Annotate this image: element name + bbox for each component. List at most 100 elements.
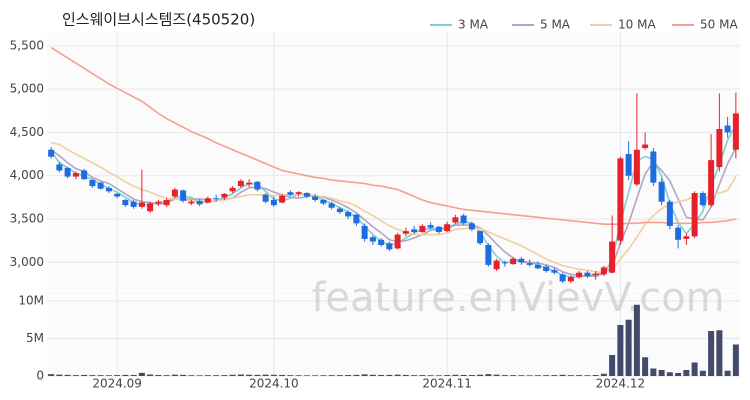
x-tick-label: 2024.11 — [422, 377, 472, 391]
volume-bar — [180, 374, 187, 376]
volume-bar — [303, 375, 310, 376]
volume-bar — [650, 368, 657, 376]
candle-body — [543, 266, 550, 271]
candle-body — [163, 199, 170, 206]
volume-bar — [295, 375, 302, 376]
volume-bar — [477, 374, 484, 376]
volume-bar — [155, 375, 162, 376]
volume-bar — [171, 374, 178, 376]
volume-bar — [204, 375, 211, 376]
volume-bar — [427, 375, 434, 376]
candle-body — [196, 200, 203, 205]
volume-bar — [353, 374, 360, 376]
volume-bar — [526, 375, 533, 376]
volume-bar — [105, 375, 112, 376]
candle-body — [675, 227, 682, 240]
candle-body — [708, 160, 715, 206]
volume-bar — [254, 374, 261, 376]
candle-body — [361, 225, 368, 239]
candle-body — [658, 181, 665, 202]
candle-body — [262, 194, 269, 202]
candle-body — [147, 203, 154, 212]
volume-bar — [625, 319, 632, 376]
candle-body — [452, 217, 459, 223]
volume-bar — [237, 374, 244, 376]
volume-bar — [56, 374, 63, 376]
candle-body — [510, 258, 517, 265]
volume-bar — [336, 375, 343, 376]
volume-bar — [633, 304, 640, 376]
candle-body — [97, 182, 104, 189]
candle-body — [526, 263, 533, 265]
y-tick-label: 5M — [26, 331, 44, 345]
volume-bar — [576, 375, 583, 376]
volume-bar — [394, 374, 401, 376]
candle-body — [270, 199, 277, 206]
volume-bar — [642, 357, 649, 376]
candle-body — [419, 225, 426, 232]
volume-bar — [543, 375, 550, 376]
candle-body — [279, 195, 286, 203]
candle-body — [716, 128, 723, 168]
volume-bar — [188, 375, 195, 376]
volume-panel — [47, 292, 740, 376]
volume-bar — [386, 374, 393, 376]
legend-label: 3 MA — [458, 18, 489, 32]
volume-bar — [163, 375, 170, 376]
volume-bar — [468, 375, 475, 376]
volume-bar — [279, 374, 286, 376]
candle-body — [130, 201, 137, 207]
volume-bar — [246, 374, 253, 376]
volume-bar — [89, 375, 96, 376]
price-panel — [47, 32, 740, 290]
candle-body — [485, 244, 492, 265]
volume-bar — [485, 374, 492, 376]
y-tick-label: 5,000 — [10, 82, 44, 96]
volume-bar — [411, 375, 418, 376]
candle-body — [287, 192, 294, 195]
volume-bar — [312, 375, 319, 376]
candle-body — [204, 198, 211, 203]
volume-bar — [138, 372, 145, 376]
candle-body — [394, 234, 401, 249]
candle-body — [254, 181, 261, 190]
candle-body — [435, 226, 442, 232]
x-tick-label: 2024.12 — [596, 377, 646, 391]
volume-bar — [716, 330, 723, 376]
candle-body — [559, 274, 566, 282]
candle-body — [378, 239, 385, 245]
candle-body — [122, 199, 129, 206]
candle-body — [576, 272, 583, 278]
candle-body — [229, 187, 236, 192]
candle-body — [518, 258, 525, 263]
candle-body — [460, 215, 467, 224]
candle-body — [188, 201, 195, 204]
volume-bar — [551, 375, 558, 376]
volume-bar — [130, 375, 137, 376]
volume-bar — [460, 374, 467, 376]
volume-bar — [683, 370, 690, 376]
candle-body — [328, 203, 335, 208]
volume-bar — [402, 374, 409, 376]
volume-bar — [114, 375, 121, 376]
candle-body — [444, 224, 451, 232]
volume-bar — [287, 375, 294, 376]
candle-body — [609, 241, 616, 273]
volume-bar — [97, 375, 104, 376]
volume-bar — [732, 344, 739, 376]
candle-body — [303, 193, 310, 197]
volume-bar — [501, 375, 508, 376]
candle-body — [64, 167, 71, 177]
candle-body — [592, 273, 599, 276]
volume-bar — [419, 375, 426, 376]
volume-bar — [658, 370, 665, 376]
candle-body — [625, 154, 632, 176]
volume-bar — [122, 374, 129, 376]
volume-bar — [270, 374, 277, 376]
volume-bar — [724, 370, 731, 376]
candle-body — [386, 243, 393, 250]
volume-bar — [675, 373, 682, 376]
candle-body — [402, 231, 409, 234]
candle-body — [345, 212, 352, 217]
candle-body — [691, 193, 698, 237]
